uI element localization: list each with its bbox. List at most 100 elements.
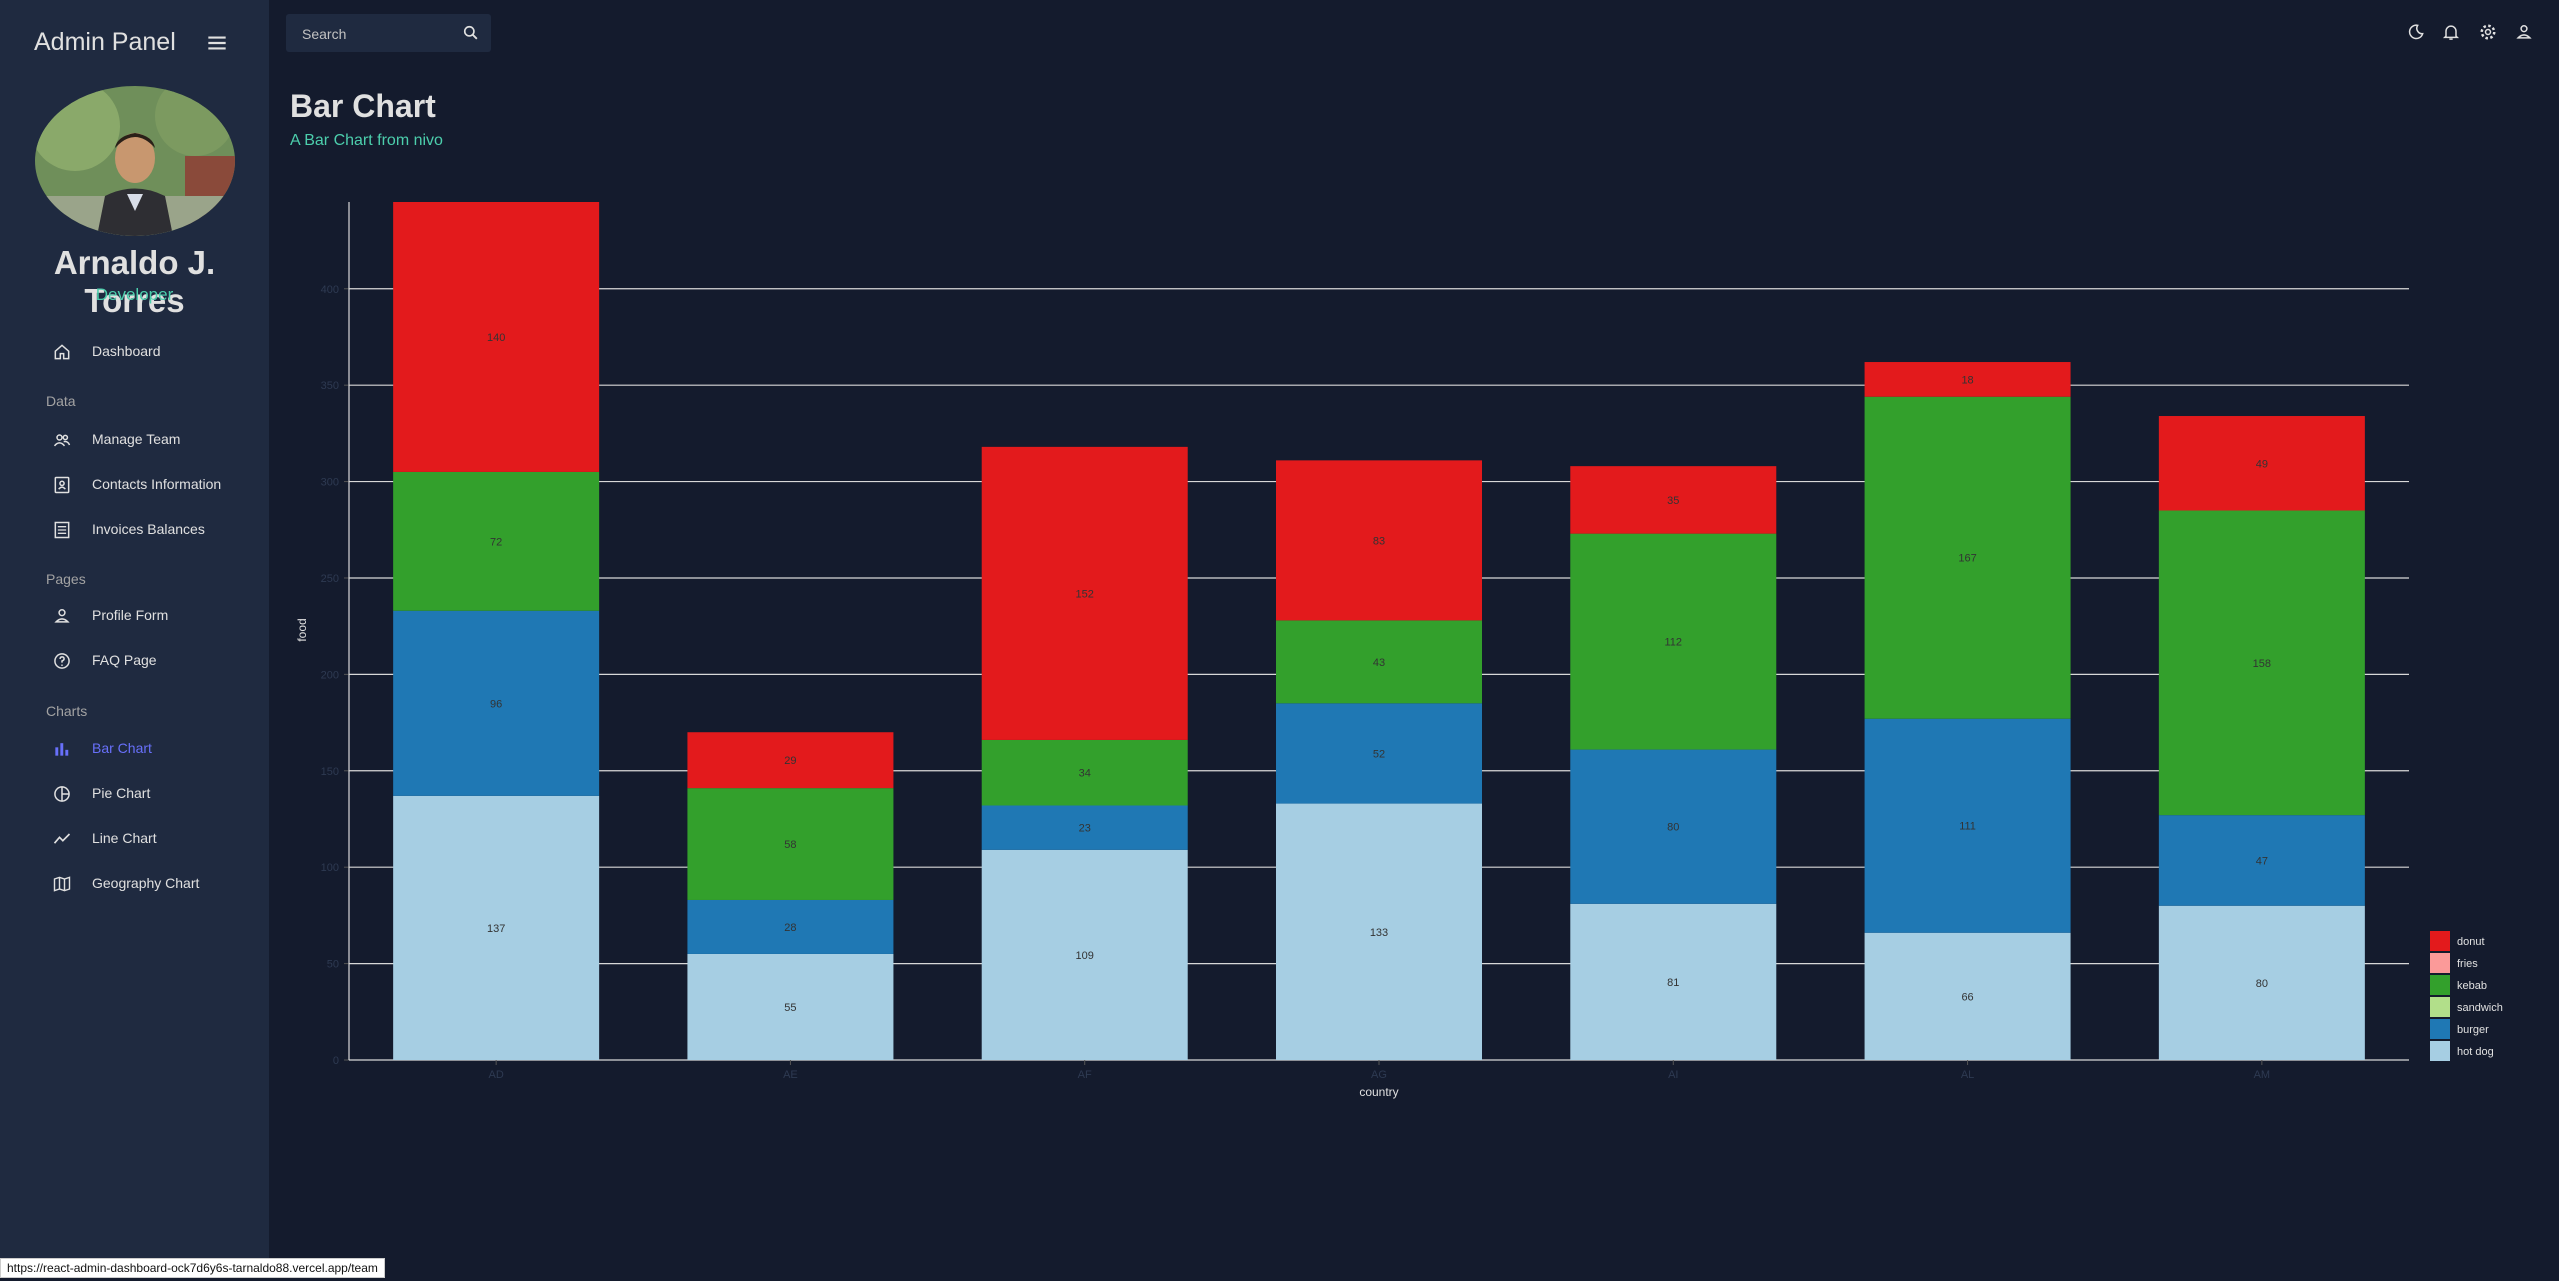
sidebar-item-bar-chart[interactable]: Bar Chart — [52, 732, 252, 766]
bar-segment — [1276, 620, 1482, 704]
x-axis-label: country — [1359, 1085, 1398, 1099]
person-icon[interactable] — [2514, 22, 2534, 42]
x-tick-label: AL — [1961, 1069, 1974, 1081]
bar-value-label: 80 — [2256, 978, 2268, 990]
search-icon[interactable] — [461, 23, 481, 43]
x-tick-label: AI — [1668, 1069, 1678, 1081]
y-tick-label: 50 — [327, 959, 339, 971]
sidebar-item-label: Manage Team — [92, 431, 181, 447]
bar-segment — [1570, 533, 1777, 750]
legend-label: kebab — [2457, 980, 2487, 992]
status-url: https://react-admin-dashboard-ock7d6y6s-… — [0, 1258, 385, 1278]
y-tick-label: 250 — [321, 573, 339, 585]
section-title-charts: Charts — [46, 703, 88, 719]
y-tick-label: 0 — [333, 1055, 339, 1067]
notifications-icon[interactable] — [2441, 22, 2461, 42]
bar-segment — [981, 805, 1188, 850]
y-axis-label: food — [295, 618, 309, 641]
bar-segment — [1864, 396, 2071, 719]
bar-segment — [393, 795, 600, 1060]
y-tick-label: 150 — [321, 766, 339, 778]
bar-segment — [981, 739, 1188, 806]
search-bar — [286, 14, 491, 52]
bar-segment — [393, 610, 600, 796]
settings-icon[interactable] — [2478, 22, 2498, 42]
sidebar-item-label: Profile Form — [92, 607, 169, 623]
person-icon — [54, 609, 70, 623]
bar-value-label: 23 — [1079, 823, 1091, 835]
bar-segment — [1864, 718, 2071, 933]
x-tick-label: AD — [489, 1069, 504, 1081]
sidebar-item-manage-team[interactable]: Manage Team — [52, 423, 252, 457]
sidebar-item-line-chart[interactable]: Line Chart — [52, 822, 252, 856]
user-role: Developer — [95, 285, 174, 304]
bar-value-label: 58 — [784, 839, 796, 851]
bar-segment — [2158, 815, 2365, 906]
bar-segment — [687, 899, 894, 954]
bar-segment — [1570, 903, 1777, 1060]
legend-swatch — [2430, 975, 2450, 995]
bar-segment — [1570, 466, 1777, 534]
sidebar-header: Admin Panel — [0, 22, 269, 62]
sidebar-item-dashboard[interactable]: Dashboard — [52, 335, 252, 369]
bar-value-label: 96 — [490, 698, 502, 710]
bar-value-label: 34 — [1079, 768, 1091, 780]
bar-segment — [1276, 803, 1482, 1060]
sidebar-item-invoices[interactable]: Invoices Balances — [52, 513, 252, 547]
bar-segment — [687, 788, 894, 900]
legend-swatch — [2430, 1019, 2450, 1039]
legend-swatch — [2430, 953, 2450, 973]
bar-value-label: 29 — [784, 755, 796, 767]
sidebar-item-profile-form[interactable]: Profile Form — [52, 599, 252, 633]
y-tick-label: 400 — [321, 284, 339, 296]
bar-value-label: 28 — [784, 922, 796, 934]
timeline-icon — [53, 833, 71, 844]
bar-segment — [1276, 703, 1482, 804]
bar-value-label: 18 — [1961, 374, 1973, 386]
legend-label: donut — [2457, 936, 2485, 948]
home-icon — [54, 344, 70, 360]
legend-label: sandwich — [2457, 1002, 2503, 1014]
y-tick-label: 350 — [321, 380, 339, 392]
bar-segment — [2158, 905, 2365, 1060]
bar-value-label: 152 — [1076, 588, 1094, 600]
legend-swatch — [2430, 931, 2450, 951]
bar-value-label: 81 — [1667, 977, 1679, 989]
bar-value-label: 83 — [1373, 535, 1385, 547]
x-tick-label: AG — [1371, 1069, 1387, 1081]
bar-value-label: 167 — [1958, 553, 1976, 565]
sidebar-item-contacts[interactable]: Contacts Information — [52, 468, 252, 502]
legend-label: fries — [2457, 958, 2478, 970]
bar-segment — [981, 446, 1188, 740]
bar-value-label: 111 — [1959, 821, 1976, 833]
bar-value-label: 66 — [1961, 991, 1973, 1003]
bar-value-label: 72 — [490, 536, 502, 548]
sidebar-item-faq[interactable]: FAQ Page — [52, 644, 252, 678]
bar-segment — [981, 849, 1188, 1060]
sidebar-item-label: Line Chart — [92, 830, 157, 846]
bar-chart: 0 50 100 150 200 250 300 350 400 137 96 72 140 AD 55 28… — [295, 202, 2503, 1099]
dark-mode-icon[interactable] — [2406, 22, 2426, 42]
legend-label: burger — [2457, 1024, 2489, 1036]
bar-value-label: 49 — [2256, 458, 2268, 470]
contacts-icon — [54, 476, 70, 494]
sidebar-item-pie-chart[interactable]: Pie Chart — [52, 777, 252, 811]
bar-value-label: 133 — [1370, 927, 1388, 939]
search-input[interactable] — [300, 24, 454, 44]
bar-chart-icon — [55, 743, 69, 756]
sidebar-item-label: Contacts Information — [92, 476, 222, 492]
sidebar-item-label: Dashboard — [92, 343, 161, 359]
bar-segment — [393, 202, 600, 472]
sidebar-item-label: Invoices Balances — [92, 521, 205, 537]
help-icon — [54, 653, 70, 669]
pie-chart-icon — [54, 786, 70, 802]
bar-segment — [1570, 749, 1777, 904]
bar-value-label: 35 — [1667, 495, 1679, 507]
bar-value-label: 47 — [2256, 855, 2268, 867]
sidebar-item-label: Geography Chart — [92, 875, 200, 891]
x-tick-label: AM — [2254, 1069, 2271, 1081]
sidebar-item-geography-chart[interactable]: Geography Chart — [52, 867, 252, 901]
x-tick-label: AE — [783, 1069, 798, 1081]
bar-value-label: 137 — [487, 923, 505, 935]
menu-icon[interactable] — [204, 30, 230, 56]
